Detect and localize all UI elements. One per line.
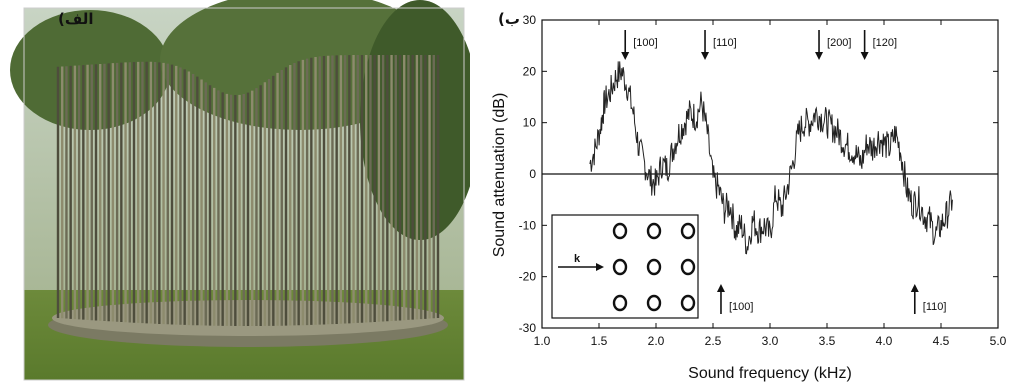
annotation-label: [110] xyxy=(713,37,737,49)
x-tick-label: 1.5 xyxy=(591,334,608,348)
arrow-down-icon xyxy=(621,52,630,60)
y-tick-label: -20 xyxy=(519,270,537,284)
arrow-right-icon xyxy=(596,263,604,271)
chart-panel-label: ب) xyxy=(498,10,520,28)
attenuation-chart: ب) 1.0 1.5 2.0 2.5 3.0 3.5 4.0 4.5 5.0 -30 -20 -10… xyxy=(491,10,1007,382)
arrow-down-icon xyxy=(701,52,710,60)
arrow-up-icon xyxy=(716,284,725,292)
y-tick-label: -30 xyxy=(519,321,537,335)
annotations: [100] [110] [200] [120] [100] [110] xyxy=(621,30,946,314)
photo-panel-label: الف) xyxy=(58,10,94,28)
y-tick-label: 0 xyxy=(529,167,536,181)
lattice-rod xyxy=(646,222,662,240)
lattice-rod xyxy=(612,222,628,240)
annotation-label: [100] xyxy=(729,301,753,313)
sculpture-rods xyxy=(56,55,440,326)
lattice-rod xyxy=(612,258,628,276)
y-tick-label: -10 xyxy=(519,218,537,232)
x-tick-label: 2.5 xyxy=(705,334,722,348)
x-tick-label: 1.0 xyxy=(534,334,551,348)
x-tick-label: 3.5 xyxy=(819,334,836,348)
arrow-up-icon xyxy=(910,284,919,292)
x-tick-label: 2.0 xyxy=(648,334,665,348)
wave-vector-label: k xyxy=(574,253,581,265)
annotation-label: [110] xyxy=(923,301,947,313)
lattice-rod xyxy=(680,222,696,240)
x-tick-label: 4.5 xyxy=(933,334,950,348)
y-tick-label: 30 xyxy=(523,13,537,27)
lattice-rod xyxy=(646,258,662,276)
annotation-label: [120] xyxy=(873,37,897,49)
lattice-rod xyxy=(646,294,662,312)
annotation-label: [100] xyxy=(633,37,657,49)
y-axis-ticks: -30 -20 -10 0 10 20 30 xyxy=(519,13,998,335)
x-axis-ticks: 1.0 1.5 2.0 2.5 3.0 3.5 4.0 4.5 5.0 xyxy=(534,20,1007,348)
x-tick-label: 3.0 xyxy=(762,334,779,348)
sculpture-photo: الف) xyxy=(10,0,470,381)
x-tick-label: 5.0 xyxy=(990,334,1007,348)
attenuation-trace xyxy=(589,61,953,255)
lattice-rod xyxy=(680,294,696,312)
y-tick-label: 10 xyxy=(523,116,537,130)
annotation-label: [200] xyxy=(827,37,851,49)
arrow-down-icon xyxy=(860,52,869,60)
y-axis-label: Sound attenuation (dB) xyxy=(491,93,508,258)
arrow-down-icon xyxy=(815,52,824,60)
lattice-rod xyxy=(680,258,696,276)
x-axis-label: Sound frequency (kHz) xyxy=(688,365,852,382)
y-tick-label: 20 xyxy=(523,64,537,78)
lattice-rod xyxy=(612,294,628,312)
x-tick-label: 4.0 xyxy=(876,334,893,348)
lattice-inset: k xyxy=(551,214,699,319)
